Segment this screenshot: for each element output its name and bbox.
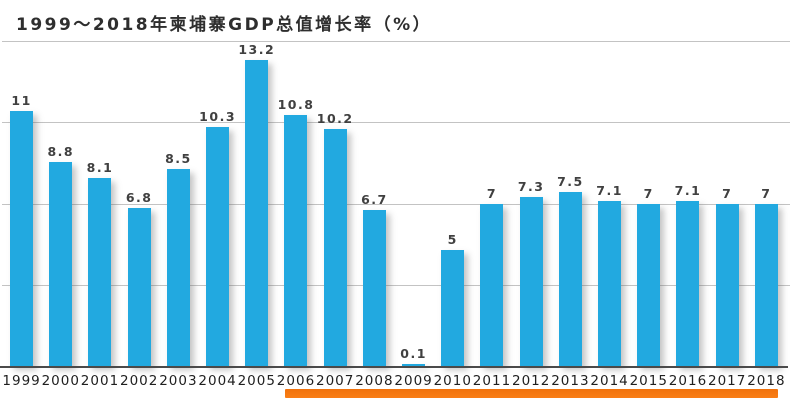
bar bbox=[206, 126, 230, 366]
gridline-10.5 bbox=[2, 122, 790, 124]
bar-column-2010: 5 2010 bbox=[433, 41, 472, 389]
bar-column-2015: 7 2015 bbox=[629, 41, 668, 390]
x-axis-label: 2016 bbox=[668, 373, 708, 389]
bar bbox=[88, 177, 112, 366]
gridline-7 bbox=[2, 203, 790, 205]
x-axis-label: 2002 bbox=[120, 373, 159, 389]
bar-value-label: 0.1 bbox=[400, 345, 427, 361]
x-axis-label: 2010 bbox=[433, 373, 472, 389]
x-axis-label: 2011 bbox=[472, 373, 512, 389]
bar-column-1999: 11 1999 bbox=[2, 41, 41, 389]
bar bbox=[754, 203, 778, 366]
bar-value-label: 7 bbox=[486, 185, 498, 201]
bar-value-label: 11 bbox=[11, 92, 32, 108]
bar-column-2009: 0.1 2009 bbox=[394, 41, 433, 389]
plot-area: 11 1999 8.8 2000 8.1 2001 6.8 2002 8.5 2003 10.3 20… bbox=[2, 41, 790, 390]
x-axis-label: 2015 bbox=[629, 373, 668, 389]
bar bbox=[10, 110, 34, 366]
bar-value-label: 6.8 bbox=[125, 190, 153, 206]
bar-column-2017: 7 2017 bbox=[708, 41, 747, 390]
bar-value-label: 7 bbox=[761, 185, 772, 201]
bar bbox=[323, 129, 347, 366]
bar bbox=[558, 191, 582, 366]
bar bbox=[676, 201, 700, 366]
bar bbox=[637, 203, 661, 366]
bar-value-label: 7 bbox=[643, 185, 654, 201]
bar-value-label: 7.5 bbox=[557, 173, 584, 189]
bar bbox=[127, 208, 151, 366]
bar bbox=[49, 161, 73, 366]
bar-value-label: 10.2 bbox=[316, 111, 354, 127]
x-axis-label: 2017 bbox=[708, 373, 747, 389]
bar bbox=[166, 168, 190, 366]
bar-value-label: 6.7 bbox=[361, 192, 388, 208]
bar-column-2014: 7.1 2014 bbox=[590, 41, 629, 389]
bar-value-label: 8.5 bbox=[165, 150, 192, 166]
bar-value-label: 5 bbox=[447, 231, 458, 247]
bar-value-label: 10.8 bbox=[277, 97, 315, 113]
bar bbox=[598, 201, 622, 366]
x-axis-label: 2003 bbox=[159, 373, 198, 389]
bar bbox=[284, 115, 308, 366]
bar-column-2004: 10.3 2004 bbox=[198, 41, 237, 389]
x-axis-label: 2006 bbox=[276, 373, 316, 389]
x-axis-label: 1999 bbox=[2, 373, 41, 389]
bar-column-2012: 7.3 2012 bbox=[512, 41, 551, 389]
x-axis-label: 2014 bbox=[590, 373, 629, 389]
bar-column-2011: 7 2011 bbox=[472, 41, 511, 390]
x-axis-label: 2004 bbox=[198, 373, 237, 389]
bar-column-2018: 7 2018 bbox=[747, 41, 786, 390]
bar-column-2013: 7.5 2013 bbox=[551, 41, 590, 389]
x-axis-label: 2007 bbox=[316, 373, 355, 389]
x-axis-label: 2008 bbox=[355, 373, 394, 389]
bar-column-2003: 8.5 2003 bbox=[159, 41, 198, 389]
bar bbox=[362, 210, 386, 366]
x-axis-label: 2009 bbox=[394, 373, 433, 389]
x-axis-line bbox=[0, 366, 788, 368]
bar-value-label: 7 bbox=[722, 185, 733, 201]
bar bbox=[402, 363, 426, 366]
gridline-3.5 bbox=[2, 284, 790, 286]
bar-column-2005: 13.2 2005 bbox=[237, 41, 276, 389]
bar bbox=[715, 203, 739, 366]
bar-column-2001: 8.1 2001 bbox=[80, 41, 119, 389]
bar-column-2008: 6.7 2008 bbox=[355, 41, 394, 389]
bar-value-label: 8.8 bbox=[47, 143, 75, 159]
x-axis-label: 2005 bbox=[237, 373, 276, 389]
x-axis-label: 2018 bbox=[747, 373, 786, 389]
x-axis-label: 2000 bbox=[41, 373, 80, 389]
bar bbox=[519, 196, 543, 366]
bar-value-label: 7.3 bbox=[517, 178, 545, 194]
x-axis-label: 2013 bbox=[551, 373, 590, 389]
bar-value-label: 10.3 bbox=[199, 108, 237, 124]
bar-column-2006: 10.8 2006 bbox=[276, 41, 315, 389]
bar-column-2002: 6.8 2002 bbox=[120, 41, 159, 389]
bar bbox=[480, 203, 504, 366]
bar bbox=[245, 59, 269, 366]
highlight-underline bbox=[284, 389, 778, 398]
x-axis-label: 2001 bbox=[80, 373, 120, 389]
bar-value-label: 7.1 bbox=[674, 183, 702, 199]
x-axis-label: 2012 bbox=[512, 373, 551, 389]
bar-value-label: 8.1 bbox=[86, 159, 114, 175]
bar-column-2007: 10.2 2007 bbox=[316, 41, 355, 389]
gridline-14 bbox=[2, 41, 790, 42]
chart-title: 1999～2018年柬埔寨GDP总值增长率（%） bbox=[16, 15, 433, 35]
bar-value-label: 13.2 bbox=[238, 41, 276, 57]
bar bbox=[441, 249, 465, 366]
bar-column-2016: 7.1 2016 bbox=[668, 41, 707, 389]
bar-value-label: 7.1 bbox=[596, 183, 623, 199]
bar-column-2000: 8.8 2000 bbox=[41, 41, 80, 389]
